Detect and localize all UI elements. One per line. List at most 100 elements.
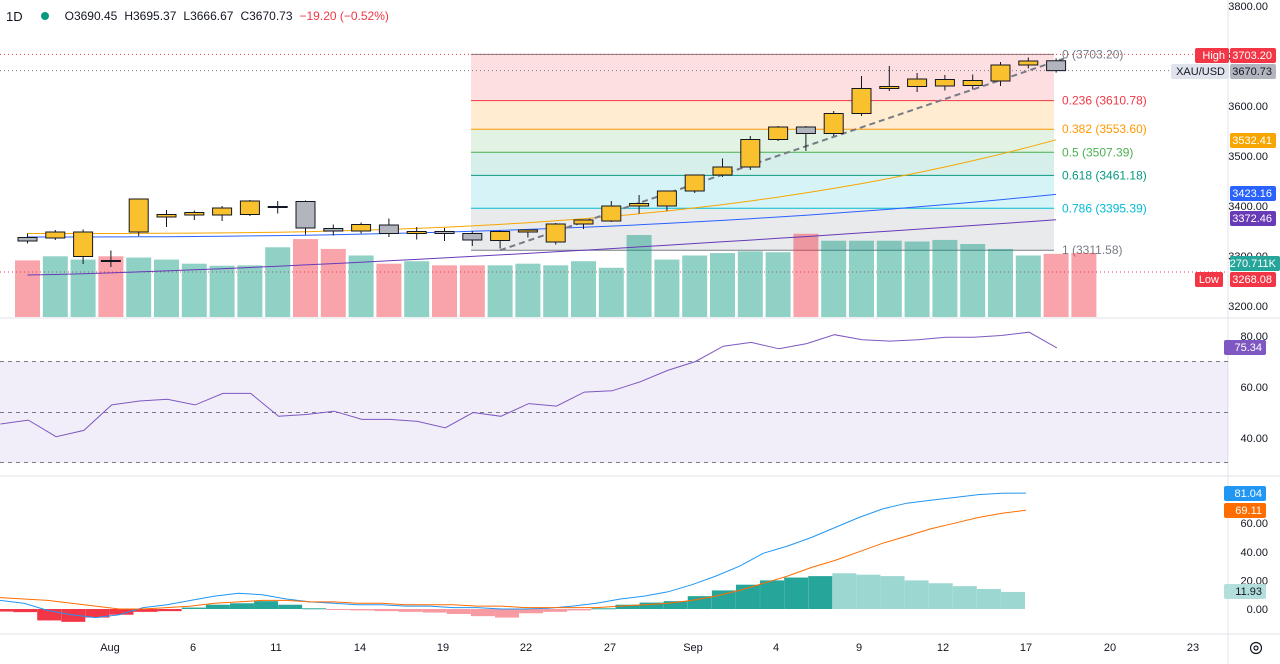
volume-bar bbox=[765, 252, 791, 317]
macd-histogram-bar bbox=[85, 609, 110, 618]
macd-tick-label: 0.00 bbox=[1247, 604, 1268, 616]
candle bbox=[879, 86, 900, 89]
macd-histogram-bar bbox=[398, 609, 423, 612]
macd-histogram-bar bbox=[109, 609, 134, 615]
macd-line bbox=[0, 492, 1027, 619]
ma-orange-tag-bg bbox=[1230, 133, 1276, 148]
macd-histogram-bar bbox=[904, 580, 929, 609]
macd-histogram-bar bbox=[928, 583, 953, 609]
volume-bar bbox=[15, 260, 40, 317]
candle bbox=[212, 207, 233, 216]
fib-level-label: 0.786 (3395.39) bbox=[1062, 201, 1147, 215]
ma-purple-line bbox=[27, 219, 1057, 276]
volume-bar bbox=[126, 257, 152, 317]
time-tick-label: 14 bbox=[354, 642, 366, 654]
candle bbox=[573, 219, 594, 225]
macd-histogram-bar bbox=[976, 588, 1001, 609]
macd-histogram-bar bbox=[157, 609, 182, 612]
timeframe-label[interactable]: 1D bbox=[6, 8, 23, 24]
volume-bar bbox=[876, 240, 902, 317]
fib-zone bbox=[471, 129, 1054, 153]
ma-blue-tag: 3423.16 bbox=[1232, 188, 1272, 200]
time-tick-label: 20 bbox=[1104, 642, 1116, 654]
macd-histogram-bar bbox=[1001, 591, 1025, 609]
high-value-tag: 3703.20 bbox=[1232, 50, 1272, 62]
macd-histogram-bar bbox=[350, 609, 375, 611]
candle bbox=[406, 231, 427, 234]
macd-histogram-bar bbox=[326, 609, 351, 610]
volume-bar bbox=[849, 240, 874, 317]
candle bbox=[128, 198, 149, 233]
macd-histogram-bar bbox=[952, 586, 977, 609]
macd-histogram-bar bbox=[591, 608, 616, 610]
candle bbox=[601, 205, 622, 222]
symbol-tag: XAU/USD bbox=[1176, 66, 1225, 78]
volume-bar bbox=[376, 263, 402, 317]
fib-level-label: 0.236 (3610.78) bbox=[1062, 94, 1147, 108]
macd-histogram-bar bbox=[495, 609, 519, 618]
macd-histogram-bar bbox=[0, 609, 13, 612]
volume-bar bbox=[1015, 255, 1041, 317]
fib-level-label: 0.382 (3553.60) bbox=[1062, 122, 1147, 136]
volume-bar bbox=[571, 261, 596, 317]
fib-zone bbox=[471, 100, 1054, 130]
high-tag-bg bbox=[1195, 48, 1229, 63]
macd-histogram-bar bbox=[422, 609, 447, 613]
candle bbox=[1018, 60, 1039, 66]
macd-histogram-bar bbox=[639, 602, 664, 609]
fib-zone bbox=[471, 175, 1054, 209]
volume-bar bbox=[710, 253, 735, 317]
rsi-band bbox=[0, 361, 1228, 463]
volume-bar bbox=[320, 248, 346, 317]
macd-histogram-bar bbox=[615, 604, 640, 609]
ohlc-legend: 1D O3690.45 H3695.37 L3666.67 C3670.73 −… bbox=[0, 4, 396, 28]
macd-value-tag: 81.04 bbox=[1234, 488, 1262, 500]
volume-bar bbox=[293, 239, 318, 317]
macd-histogram-bar bbox=[663, 601, 688, 609]
volume-bar bbox=[432, 265, 457, 317]
fib-zone bbox=[471, 54, 1054, 101]
low-value: L3666.67 bbox=[183, 9, 234, 23]
rsi-line bbox=[0, 331, 1058, 438]
volume-bar bbox=[154, 259, 179, 317]
macd-histogram-bar bbox=[446, 609, 471, 615]
gear-icon[interactable] bbox=[1248, 640, 1264, 656]
signal-value-tag: 69.11 bbox=[1235, 505, 1262, 517]
price-tick-label: 3600.00 bbox=[1228, 101, 1268, 113]
time-tick-label: 19 bbox=[437, 642, 449, 654]
candle bbox=[156, 214, 177, 218]
candle bbox=[378, 224, 399, 234]
macd-histogram-bar bbox=[278, 604, 303, 609]
time-tick-label: 11 bbox=[270, 642, 281, 654]
fib-zone bbox=[471, 152, 1054, 176]
volume-bar bbox=[515, 263, 541, 317]
macd-histogram-bar bbox=[760, 580, 785, 609]
macd-histogram-bar bbox=[205, 604, 230, 609]
fib-level-label: 0.618 (3461.18) bbox=[1062, 168, 1147, 182]
price-tick-label: 3800.00 bbox=[1228, 1, 1268, 13]
macd-histogram-bar bbox=[735, 584, 760, 609]
candle bbox=[267, 206, 288, 208]
histogram-value-tag: 11.93 bbox=[1235, 586, 1262, 598]
high-value: H3695.37 bbox=[124, 9, 177, 23]
macd-histogram-bar bbox=[229, 603, 254, 609]
macd-histogram-bar bbox=[711, 590, 736, 609]
price-tick-label: 3200.00 bbox=[1228, 301, 1268, 313]
candle bbox=[629, 203, 650, 207]
macd-histogram-bar bbox=[181, 607, 206, 609]
macd-histogram-bar bbox=[13, 609, 38, 613]
volume-bar bbox=[70, 259, 96, 317]
low-value-tag: 3268.08 bbox=[1232, 274, 1272, 286]
macd-histogram-bar bbox=[567, 609, 592, 611]
high-tag: High bbox=[1202, 50, 1225, 62]
price-tick-label: 3500.00 bbox=[1228, 151, 1268, 163]
candle bbox=[712, 166, 733, 176]
candle bbox=[823, 113, 844, 134]
candle bbox=[100, 260, 121, 262]
time-tick-label: 22 bbox=[520, 642, 532, 654]
time-tick-label: 9 bbox=[856, 642, 862, 654]
signal-value-tag-bg bbox=[1224, 503, 1266, 518]
macd-tick-label: 40.00 bbox=[1240, 547, 1268, 559]
macd-histogram-bar bbox=[832, 573, 857, 609]
